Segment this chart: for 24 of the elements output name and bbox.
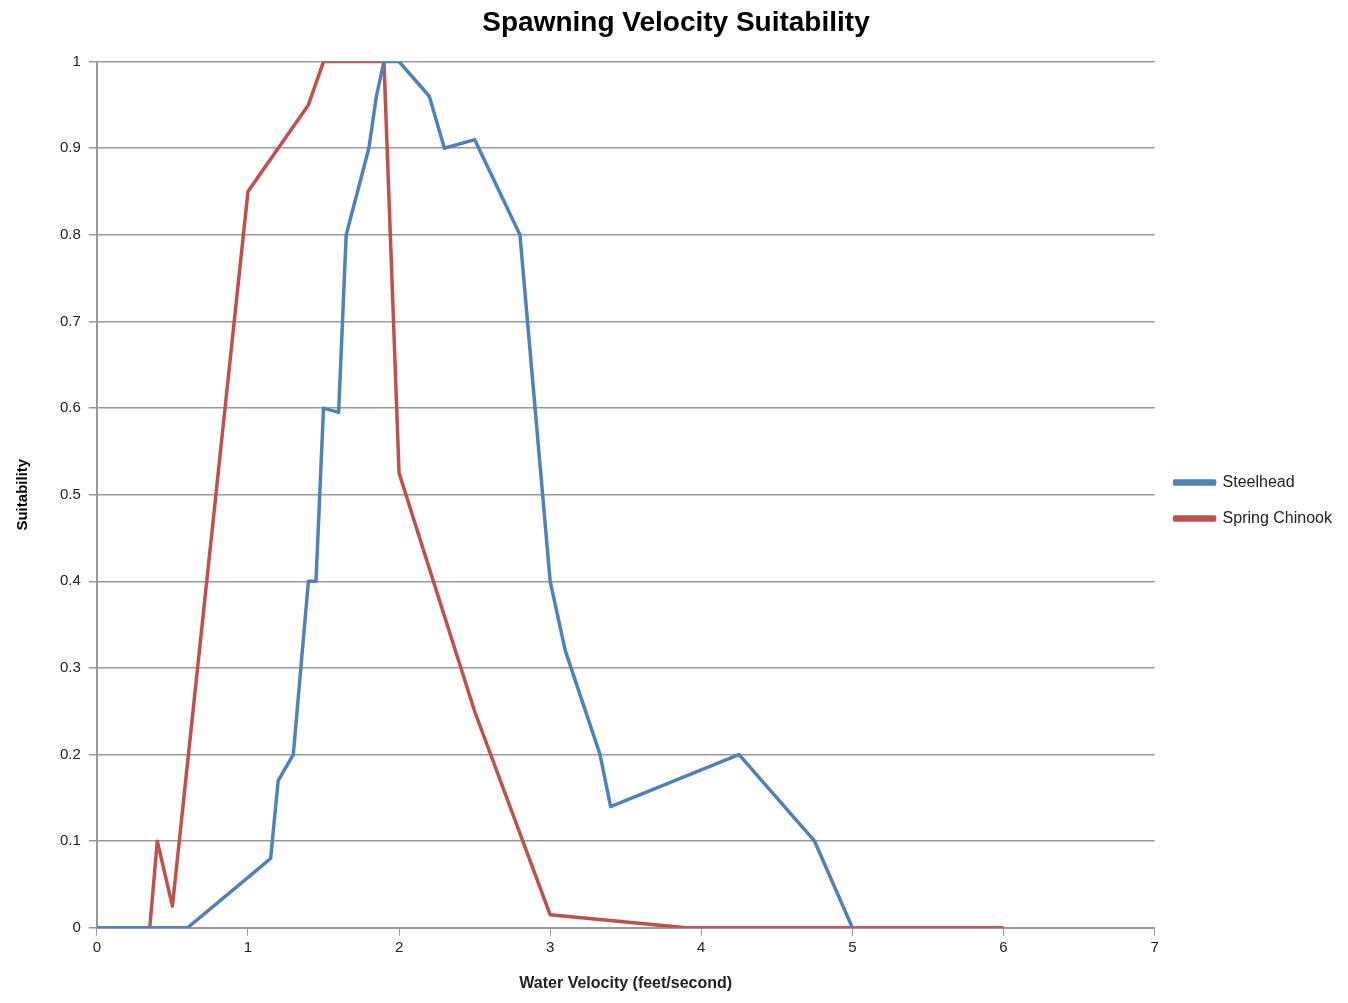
y-tick-label: 0.5 — [59, 484, 81, 502]
x-axis-title: Water Velocity (feet/second) — [519, 973, 733, 991]
legend-label: Steelhead — [1222, 472, 1295, 490]
x-tick-label: 0 — [92, 937, 102, 955]
chart-title: Spawning Velocity Suitability — [482, 5, 871, 37]
x-tick-label: 3 — [546, 937, 555, 955]
x-tick-label: 1 — [243, 937, 253, 955]
legend-label: Spring Chinook — [1222, 508, 1333, 526]
x-tick-label: 5 — [848, 937, 857, 955]
y-tick-label: 0.2 — [59, 744, 81, 762]
y-tick-label: 0.3 — [59, 658, 81, 676]
y-axis-title: Suitability — [13, 458, 31, 531]
y-tick-label: 0.4 — [59, 571, 81, 589]
y-tick-label: 0.7 — [59, 311, 81, 329]
y-tick-label: 0.1 — [59, 831, 81, 849]
x-tick-label: 7 — [1150, 937, 1159, 955]
x-tick-label: 4 — [697, 937, 706, 955]
y-tick-label: 1 — [72, 51, 81, 69]
x-tick-label: 2 — [394, 937, 404, 955]
y-tick-label: 0.8 — [59, 224, 81, 242]
y-tick-label: 0 — [72, 917, 81, 935]
y-tick-label: 0.9 — [59, 138, 81, 156]
y-tick-label: 0.6 — [59, 398, 81, 416]
x-tick-label: 6 — [999, 937, 1008, 955]
